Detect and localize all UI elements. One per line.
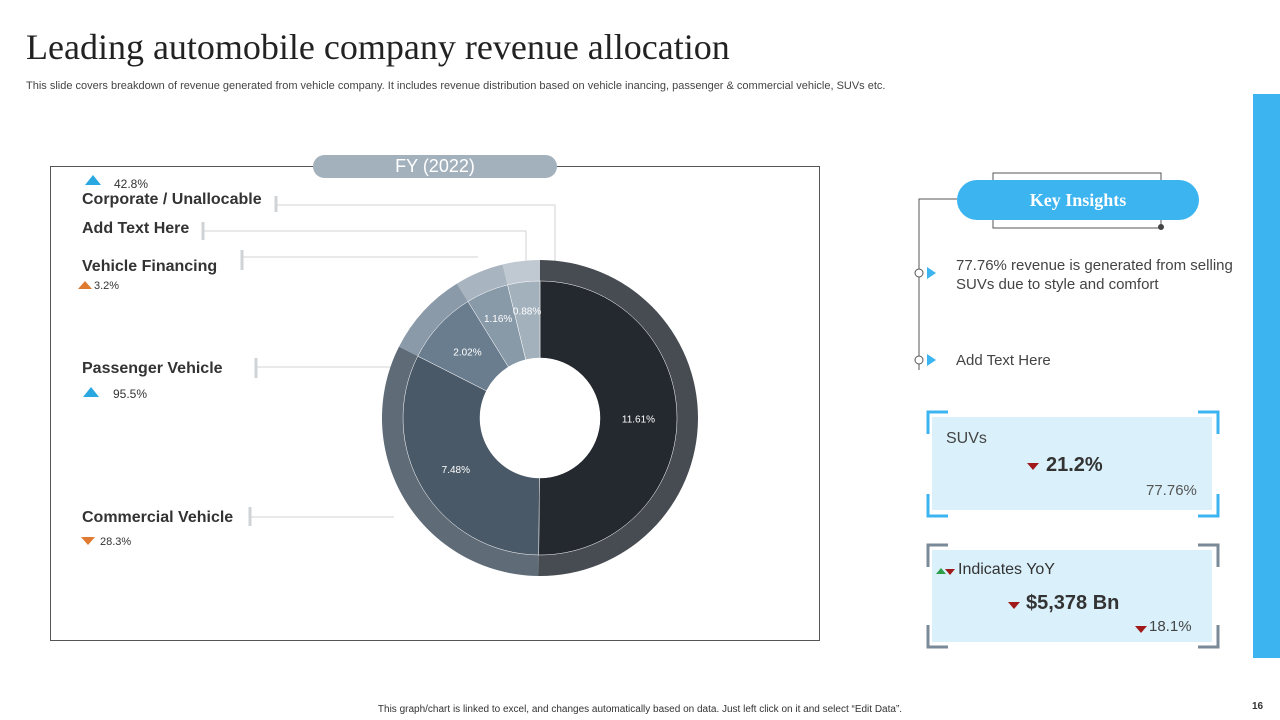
key-insights-title: Key Insights [957, 180, 1199, 220]
decrease-icon [1027, 463, 1039, 470]
increase-icon [85, 175, 101, 185]
yoy-label: Indicates YoY [958, 561, 1055, 578]
donut-ring-1 [456, 264, 508, 302]
yoy-value: $5,378 Bn [1026, 592, 1120, 614]
page-title: Leading automobile company revenue alloc… [26, 27, 730, 67]
decrease-icon [945, 569, 955, 575]
label-commercial-vehicle: Commercial Vehicle [82, 509, 234, 526]
slice-label-2: 2.02% [453, 347, 481, 358]
yoy-card [932, 550, 1212, 642]
change-commercial-vehicle: 28.3% [100, 536, 132, 548]
suv-label: SUVs [946, 430, 987, 447]
slice-label-4: 7.48% [442, 465, 470, 476]
increase-icon [83, 387, 99, 397]
yoy-card-corners [926, 543, 1220, 649]
slice-label-3: 11.61% [622, 414, 655, 425]
accent-bar [1253, 94, 1280, 658]
label-passenger-vehicle: Passenger Vehicle [82, 360, 223, 377]
increase-icon [936, 568, 946, 574]
change-passenger-vehicle: 95.5% [113, 387, 148, 401]
label-corporate: Corporate / Unallocable [82, 191, 262, 208]
footer-note: This graph/chart is linked to excel, and… [377, 704, 903, 715]
suv-value: 21.2% [1046, 454, 1103, 476]
suv-card [932, 417, 1212, 510]
chart-title: FY (2022) [313, 155, 557, 178]
slice-label-0: 0.88% [513, 306, 541, 317]
change-corporate: 42.8% [114, 177, 149, 191]
decrease-icon [1008, 602, 1020, 609]
donut-ring-3 [538, 260, 699, 576]
suv-card-corners [926, 410, 1220, 518]
suv-share: 77.76% [1146, 482, 1197, 499]
change-vehicle-financing: 3.2% [94, 280, 120, 292]
insight-1: 77.76% revenue is generated from selling… [956, 257, 1233, 293]
donut-chart: 11.61% 7.48% 2.02% 1.16%0.88% [382, 260, 699, 576]
page-subtitle: This slide covers breakdown of revenue g… [26, 80, 886, 92]
page-number: 16 [1252, 701, 1264, 712]
donut-ring-0 [502, 260, 540, 285]
decrease-icon [1135, 626, 1147, 633]
donut-ring-2 [399, 283, 468, 357]
yoy-change: 18.1% [1149, 618, 1192, 635]
label-vehicle-financing: Vehicle Financing [82, 258, 218, 275]
insight-2: Add Text Here [956, 352, 1051, 369]
donut-hole [480, 358, 600, 478]
slice-label-1: 1.16% [484, 314, 512, 325]
increase-icon [78, 281, 92, 289]
label-add-text: Add Text Here [82, 220, 190, 237]
donut-ring-4 [382, 346, 539, 576]
decrease-icon [81, 537, 95, 545]
